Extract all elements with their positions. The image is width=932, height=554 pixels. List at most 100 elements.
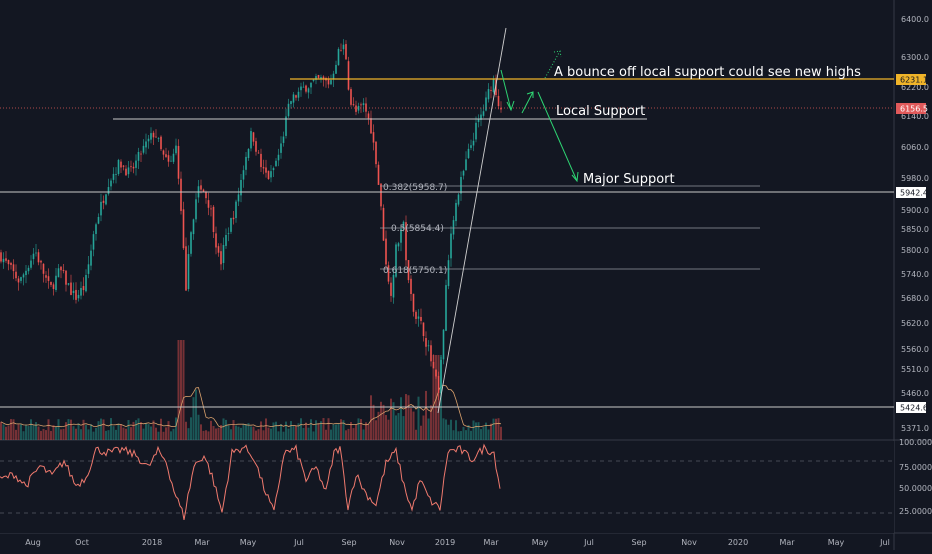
oscillator-pane[interactable] bbox=[0, 441, 894, 533]
volume-bar bbox=[445, 419, 447, 440]
volume-bar bbox=[65, 422, 67, 440]
candle-body bbox=[77, 294, 80, 299]
candle-body bbox=[462, 170, 465, 176]
volume-bar bbox=[242, 424, 245, 440]
volume-bar bbox=[135, 420, 137, 440]
volume-bar bbox=[187, 428, 190, 440]
candle-body bbox=[390, 282, 392, 296]
volume-bar bbox=[172, 428, 175, 440]
candle-body bbox=[285, 116, 287, 136]
volume-bar bbox=[152, 420, 155, 440]
volume-bar bbox=[500, 426, 502, 440]
arrow-down-to-local-support bbox=[500, 69, 512, 111]
volume-bar bbox=[190, 417, 192, 440]
candle-body bbox=[0, 252, 2, 262]
volume-bar bbox=[412, 411, 415, 440]
volume-bar bbox=[210, 420, 212, 440]
volume-bar bbox=[432, 355, 435, 440]
time-tick: 2018 bbox=[142, 538, 162, 547]
time-axis[interactable]: Aug Oct 2018 Mar May Jul Sep Nov 2019 Ma… bbox=[25, 538, 890, 547]
candle-body bbox=[195, 199, 197, 220]
volume-bar bbox=[202, 430, 205, 440]
volume-bar bbox=[125, 428, 127, 440]
volume-bar bbox=[365, 422, 367, 440]
candle-body bbox=[447, 260, 450, 287]
candle-body bbox=[30, 260, 32, 268]
volume-bar bbox=[487, 429, 490, 440]
candle-body bbox=[475, 122, 477, 140]
volume-bar bbox=[62, 428, 65, 440]
candle-body bbox=[292, 94, 295, 103]
volume-bar bbox=[167, 421, 170, 440]
volume-bar bbox=[262, 430, 265, 440]
candle-body bbox=[92, 234, 95, 250]
volume-bar bbox=[462, 426, 465, 440]
candle-body bbox=[427, 345, 430, 347]
volume-bar bbox=[110, 418, 112, 440]
candle-body bbox=[337, 49, 340, 66]
volume-bar bbox=[180, 340, 182, 440]
volume-bar bbox=[255, 430, 257, 440]
price-axis[interactable] bbox=[894, 0, 932, 550]
uptrend-line[interactable] bbox=[437, 27, 507, 414]
candle-body bbox=[257, 152, 260, 154]
candle-body bbox=[332, 73, 335, 79]
lower-price-label: 5424.6 bbox=[900, 404, 928, 413]
candle-body bbox=[7, 259, 10, 265]
time-tick: Nov bbox=[389, 538, 405, 547]
candle-body bbox=[167, 155, 170, 162]
volume-bar bbox=[317, 423, 320, 440]
volume-bar bbox=[427, 418, 430, 440]
candle-body bbox=[2, 258, 5, 263]
candle-body bbox=[232, 217, 235, 220]
candle-body bbox=[320, 77, 322, 80]
candle-body bbox=[100, 201, 102, 216]
volume-bar bbox=[2, 424, 5, 440]
oscillator-axis-ticks: 100.0000 75.0000 50.0000 25.0000 bbox=[899, 438, 932, 516]
candle-body bbox=[230, 218, 232, 232]
volume-bar bbox=[270, 428, 272, 440]
candle-body bbox=[122, 165, 125, 167]
candle-body bbox=[120, 161, 122, 168]
candle-body bbox=[415, 311, 417, 319]
volume-bar bbox=[25, 424, 27, 440]
new-highs-annotation: A bounce off local support could see new… bbox=[554, 65, 861, 80]
volume-bar bbox=[307, 427, 310, 440]
candle-body bbox=[62, 269, 65, 271]
local-support-annotation: Local Support bbox=[556, 104, 645, 119]
candle-body bbox=[95, 224, 97, 234]
volume-bar bbox=[287, 428, 290, 440]
candle-body bbox=[125, 168, 127, 176]
volume-bar bbox=[362, 429, 365, 440]
volume-bar bbox=[237, 426, 240, 440]
candle-body bbox=[105, 194, 107, 205]
candle-body bbox=[485, 97, 487, 111]
resistance-price-tag bbox=[896, 74, 926, 85]
candle-body bbox=[150, 133, 152, 140]
price-tick: 5900.0 bbox=[901, 206, 929, 215]
volume-bar bbox=[30, 419, 32, 440]
candle-body bbox=[37, 252, 40, 263]
volume-bar bbox=[250, 426, 252, 440]
volume-bar bbox=[407, 395, 410, 440]
time-tick: Mar bbox=[779, 538, 795, 547]
candle-body bbox=[355, 105, 357, 112]
candle-body bbox=[392, 274, 395, 298]
volume-bar bbox=[50, 430, 52, 440]
candle-body bbox=[25, 270, 27, 276]
time-tick: Jul bbox=[583, 538, 594, 547]
price-tick: 6060.0 bbox=[901, 143, 929, 152]
candle-body bbox=[465, 159, 467, 171]
candle-body bbox=[220, 251, 222, 265]
candle-body bbox=[387, 265, 390, 282]
volume-bar bbox=[87, 429, 90, 440]
candle-body bbox=[85, 274, 87, 292]
candle-body bbox=[480, 114, 482, 120]
volume-bar bbox=[150, 426, 152, 440]
volume-bar bbox=[347, 428, 350, 440]
candle-body bbox=[497, 95, 500, 107]
current-price-tag bbox=[896, 103, 926, 114]
candle-body bbox=[130, 166, 132, 168]
time-tick: Sep bbox=[341, 538, 356, 547]
